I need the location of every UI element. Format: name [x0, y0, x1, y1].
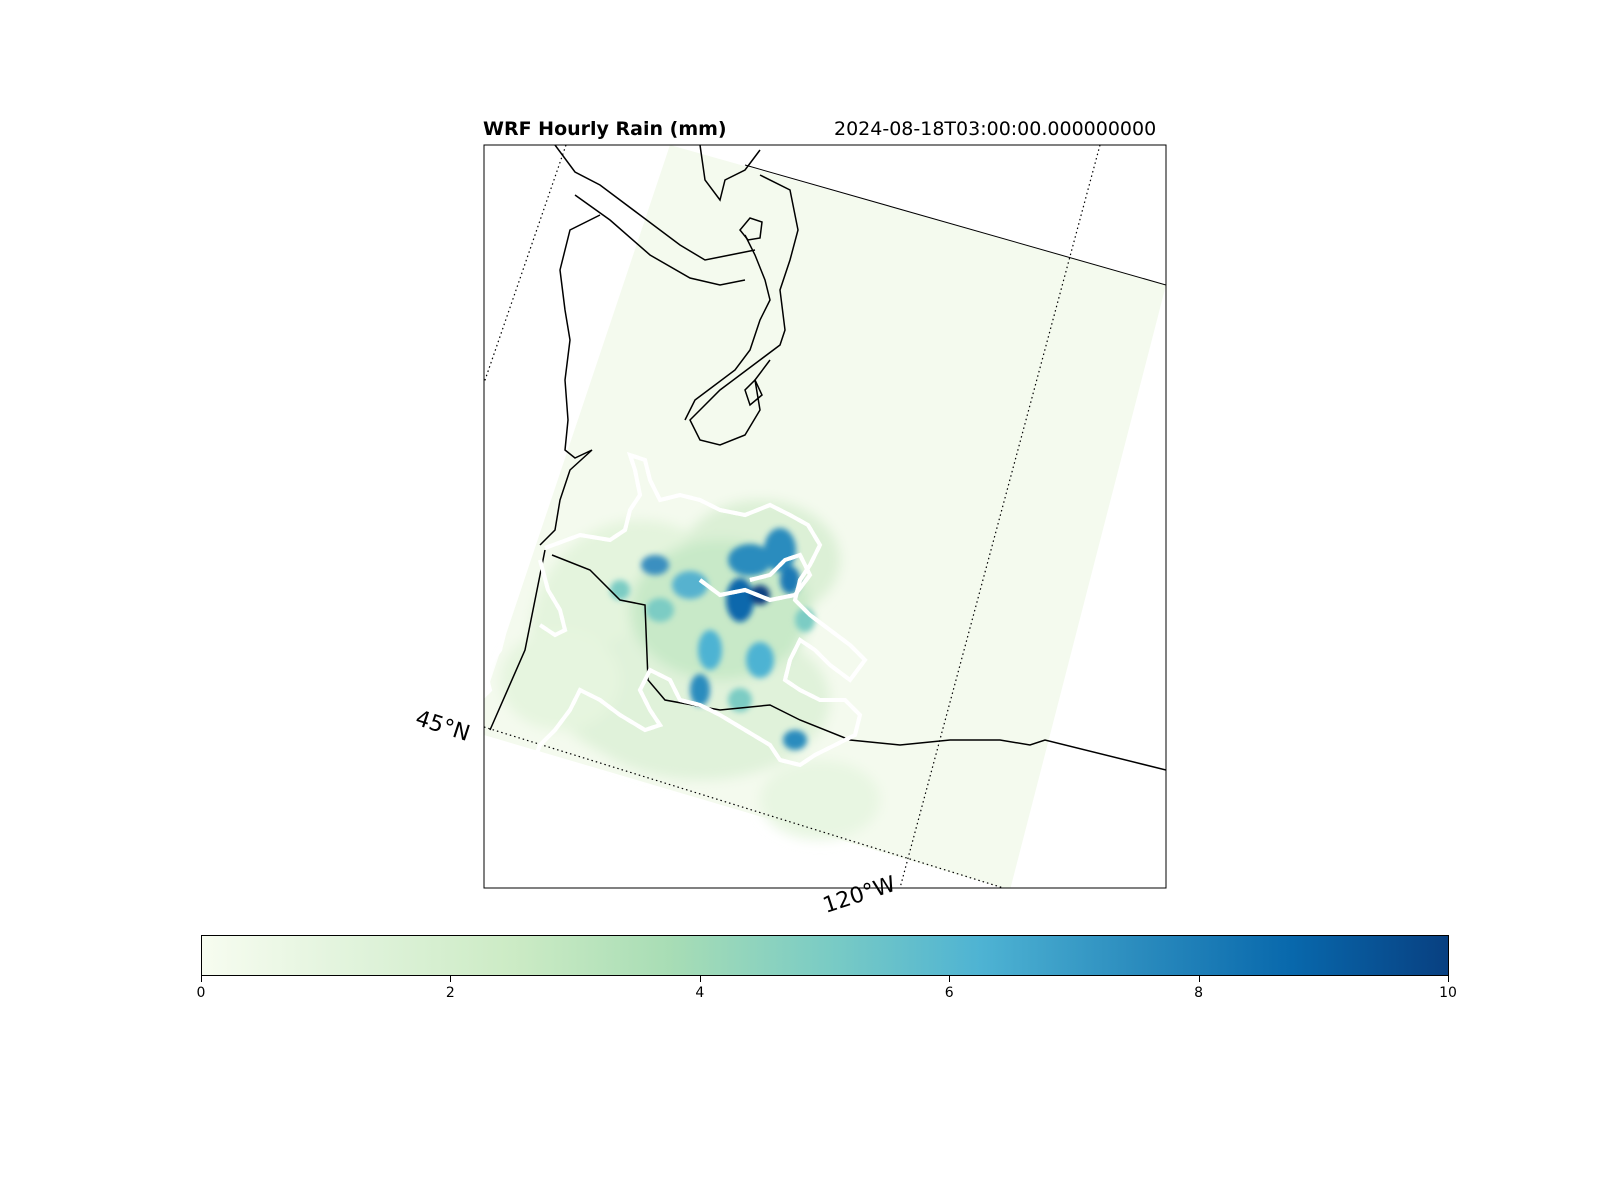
- colorbar-tick-mark: [949, 976, 951, 982]
- map-timestamp: 2024-08-18T03:00:00.000000000: [834, 118, 1157, 140]
- colorbar-tick-mark: [1198, 976, 1200, 982]
- colorbar-tick-mark: [201, 976, 202, 982]
- colorbar-tick-label: 10: [1439, 985, 1457, 1001]
- map-title: WRF Hourly Rain (mm): [483, 118, 727, 140]
- colorbar-tick-mark: [450, 976, 452, 982]
- colorbar-tick-label: 0: [196, 985, 206, 1001]
- map-frame: [483, 144, 1167, 889]
- basin-outline: [484, 451, 868, 888]
- graticule: [484, 145, 1101, 888]
- colorbar-tick-label: 8: [1194, 985, 1204, 1001]
- colorbar: [201, 935, 1449, 976]
- colorbar-tick-label: 4: [695, 985, 705, 1001]
- colorbar-tick-mark: [1448, 976, 1449, 982]
- colorbar-tick-label: 6: [944, 985, 954, 1001]
- admin-borders: [744, 164, 1166, 286]
- coastlines: [489, 145, 1166, 771]
- colorbar-tick-label: 2: [445, 985, 455, 1001]
- colorbar-tick-mark: [699, 976, 701, 982]
